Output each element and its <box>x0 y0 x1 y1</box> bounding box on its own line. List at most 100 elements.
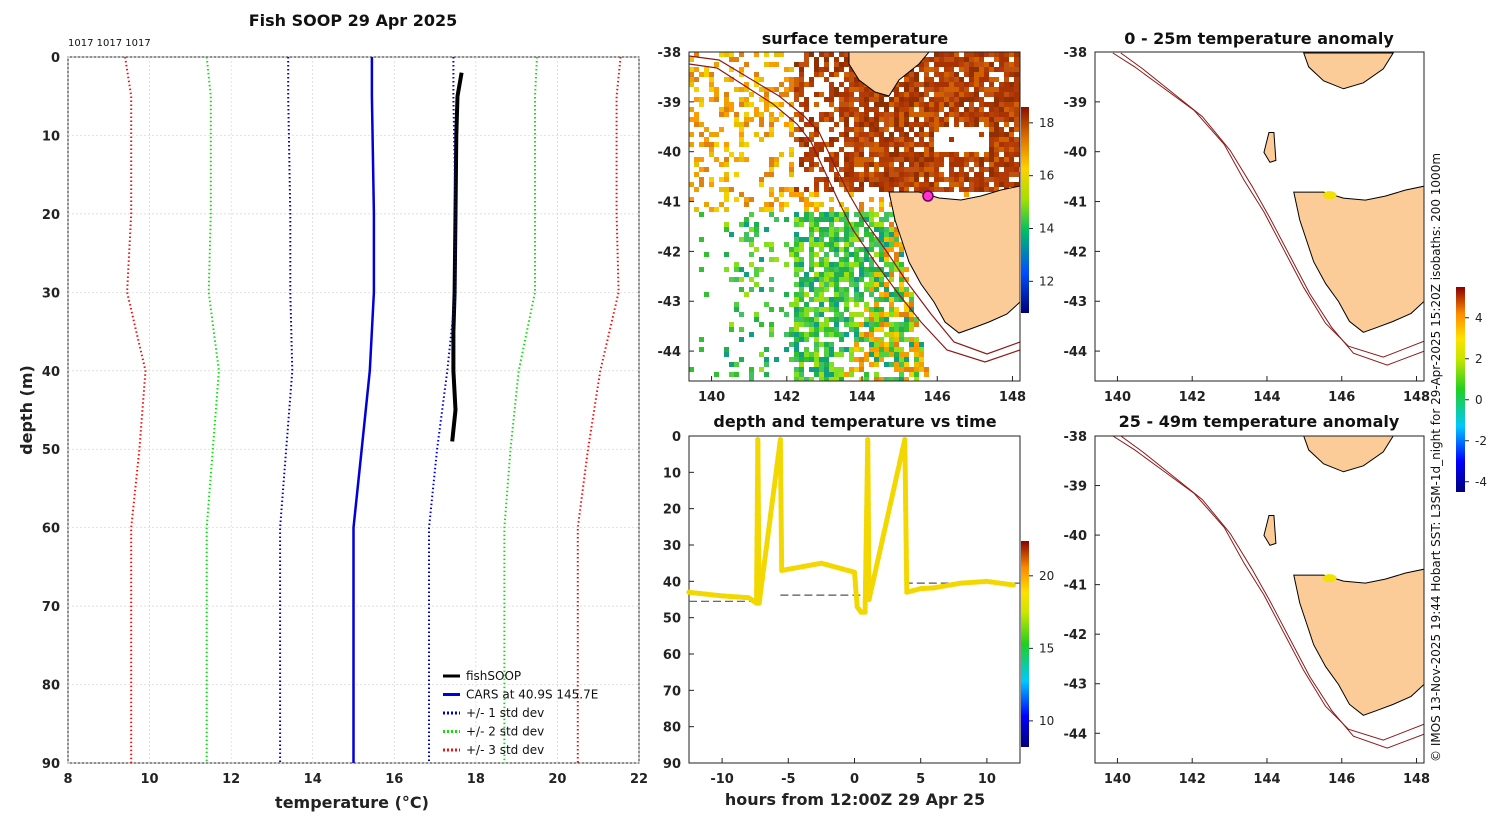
sst-cell <box>789 342 794 347</box>
sst-cell <box>909 302 914 307</box>
x-tick-label: 18 <box>467 772 485 787</box>
sst-cell <box>814 182 819 187</box>
sst-cell <box>829 217 834 222</box>
sst-cell <box>894 92 899 97</box>
y-tick-label: 0 <box>51 51 60 66</box>
sst-cell <box>939 172 944 177</box>
sst-cell <box>1004 102 1009 107</box>
sst-cell <box>919 137 924 142</box>
sst-cell <box>844 262 849 267</box>
sst-cell <box>944 152 949 157</box>
sst-cell <box>844 307 849 312</box>
sst-cell <box>1009 127 1014 132</box>
sst-cell <box>964 187 969 192</box>
sst-cell <box>989 107 994 112</box>
sst-cell <box>839 132 844 137</box>
sst-cell <box>834 172 839 177</box>
sst-cell <box>819 292 824 297</box>
sst-cell <box>994 147 999 152</box>
sst-cell <box>1004 77 1009 82</box>
sst-cell <box>824 307 829 312</box>
sst-cell <box>849 232 854 237</box>
sst-cell <box>819 202 824 207</box>
sst-cell <box>879 292 884 297</box>
sst-cell <box>944 77 949 82</box>
sst-cell <box>819 367 824 372</box>
sst-cell <box>989 172 994 177</box>
sst-cell <box>964 172 969 177</box>
sst-cell <box>814 227 819 232</box>
sst-cell <box>864 352 869 357</box>
sst-cell <box>904 82 909 87</box>
sst-cell <box>809 262 814 267</box>
sst-cell <box>789 122 794 127</box>
sst-cell <box>834 252 839 257</box>
sst-cell <box>774 217 779 222</box>
sst-cell <box>899 152 904 157</box>
x-tick-label: 140 <box>1104 390 1131 405</box>
sst-cell <box>869 212 874 217</box>
sst-cell <box>834 87 839 92</box>
sst-cell <box>894 287 899 292</box>
sst-cell <box>834 262 839 267</box>
sst-cell <box>989 117 994 122</box>
sst-cell <box>814 337 819 342</box>
x-tick-label: 5 <box>916 772 925 787</box>
sst-cell <box>929 127 934 132</box>
sst-cell <box>759 207 764 212</box>
sst-cell <box>879 222 884 227</box>
sst-cell <box>754 77 759 82</box>
sst-cell <box>849 312 854 317</box>
sst-cell <box>744 272 749 277</box>
sst-cell <box>894 312 899 317</box>
sst-cell <box>839 277 844 282</box>
sst-cell <box>889 262 894 267</box>
sst-cell <box>994 92 999 97</box>
sst-cell <box>869 162 874 167</box>
sst-cell <box>719 202 724 207</box>
sst-cell <box>874 212 879 217</box>
sst-cell <box>899 137 904 142</box>
sst-cell <box>994 67 999 72</box>
sst-cell <box>794 377 799 381</box>
sst-cell <box>979 132 984 137</box>
sst-cell <box>1009 172 1014 177</box>
sst-cell <box>849 72 854 77</box>
sst-cell <box>864 332 869 337</box>
sst-cell <box>804 187 809 192</box>
sst-cell <box>749 332 754 337</box>
sst-cell <box>749 277 754 282</box>
station-ids: 1017 1017 1017 <box>68 38 151 49</box>
sst-cell <box>869 197 874 202</box>
sst-cell <box>894 172 899 177</box>
sst-cell <box>834 327 839 332</box>
sst-cell <box>689 72 694 77</box>
sst-cell <box>899 242 904 247</box>
sst-cell <box>834 352 839 357</box>
sst-cell <box>849 107 854 112</box>
sst-cell <box>909 77 914 82</box>
sst-cell <box>759 87 764 92</box>
sst-cell <box>889 242 894 247</box>
sst-cell <box>904 112 909 117</box>
sst-cell <box>764 107 769 112</box>
sst-cell <box>844 347 849 352</box>
sst-cell <box>869 222 874 227</box>
sst-cell <box>894 237 899 242</box>
sst-cell <box>1004 82 1009 87</box>
colorbar-tick-label: 14 <box>1039 221 1054 235</box>
sst-cell <box>849 352 854 357</box>
sst-cell <box>859 337 864 342</box>
sst-cell <box>899 252 904 257</box>
sst-cell <box>954 102 959 107</box>
sst-cell <box>769 87 774 92</box>
sst-cell <box>869 307 874 312</box>
sst-cell <box>794 272 799 277</box>
y-tick-label: 20 <box>663 503 681 518</box>
sst-cell <box>704 167 709 172</box>
sst-cell <box>699 267 704 272</box>
sst-cell <box>879 267 884 272</box>
sst-cell <box>794 297 799 302</box>
sst-cell <box>879 102 884 107</box>
sst-cell <box>874 182 879 187</box>
